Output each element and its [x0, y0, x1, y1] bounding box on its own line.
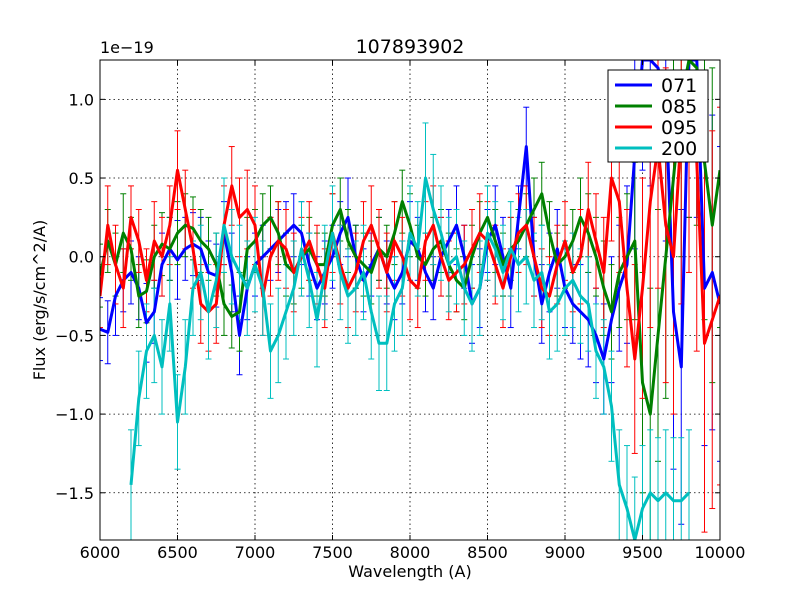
- legend-label-071: 071: [661, 75, 697, 97]
- series-line-085: [100, 60, 720, 416]
- axis-ticks: 6000 6500 7000 7500 8000 8500 9000 9500 10000 −1.…: [55, 60, 745, 562]
- data-series: [100, 60, 720, 540]
- x-tick-label: 6000: [80, 543, 121, 562]
- legend-label-200: 200: [661, 138, 697, 160]
- y-tick-label: 0.0: [69, 248, 94, 267]
- x-tick-label: 9500: [622, 543, 663, 562]
- y-tick-label: −0.5: [55, 326, 94, 345]
- x-tick-label: 7000: [235, 543, 276, 562]
- x-tick-label: 7500: [312, 543, 353, 562]
- y-axis-offset-label: 1e−19: [100, 38, 154, 57]
- legend-label-085: 085: [661, 96, 697, 118]
- series-line-095: [100, 97, 720, 361]
- y-axis-label: Flux (erg/s/cm^2/A): [30, 220, 49, 381]
- x-tick-label: 10000: [695, 543, 746, 562]
- x-tick-label: 8500: [467, 543, 508, 562]
- y-tick-label: 1.0: [69, 90, 94, 109]
- y-tick-label: 0.5: [69, 169, 94, 188]
- chart-title: 107893902: [356, 36, 465, 58]
- x-tick-label: 8000: [390, 543, 431, 562]
- y-tick-label: −1.0: [55, 405, 94, 424]
- y-tick-label: −1.5: [55, 484, 94, 503]
- x-tick-label: 6500: [157, 543, 198, 562]
- series-line-200: [129, 176, 691, 540]
- x-tick-label: 9000: [545, 543, 586, 562]
- x-axis-label: Wavelength (A): [348, 562, 471, 581]
- legend-label-095: 095: [661, 117, 697, 139]
